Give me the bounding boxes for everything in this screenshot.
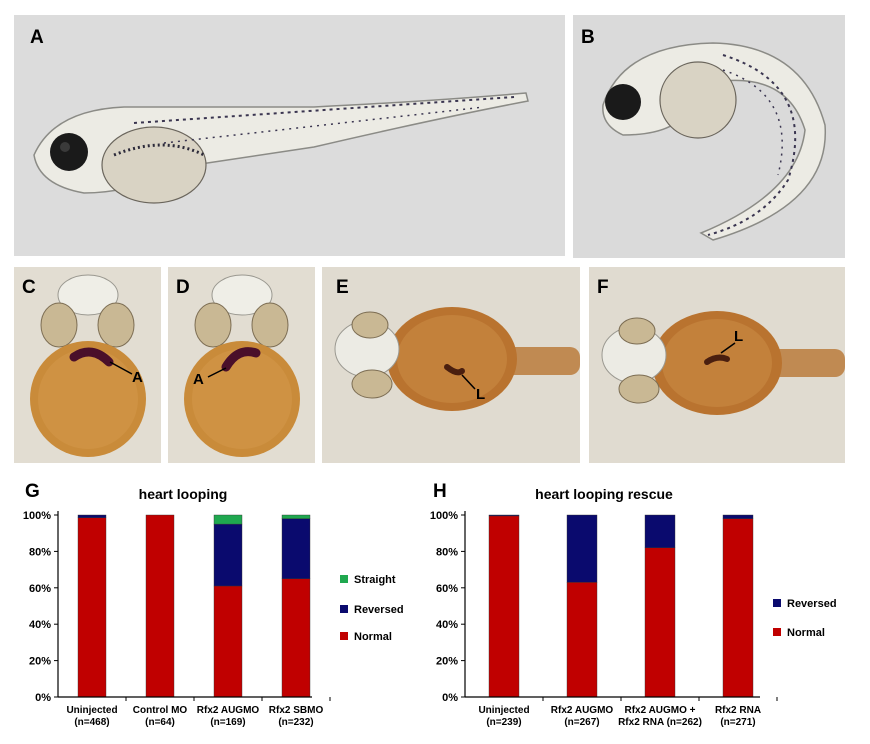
- chart-h-bar-reversed: [644, 514, 676, 548]
- chart-g-ytick-label: 80%: [29, 546, 51, 558]
- chart-h-bar-reversed: [566, 514, 598, 583]
- panel-c-annotation: A: [132, 369, 143, 386]
- chart-g-xtick-label: (n=468): [74, 717, 109, 728]
- charts-svg: heart looping 0% 20% 40% 60% 80% 100% Uninjecte…: [23, 486, 837, 728]
- chart-g-xtick-label: (n=64): [145, 717, 175, 728]
- chart-h-legend-swatch-normal: [773, 628, 781, 636]
- chart-g-ytick-label: 100%: [23, 510, 51, 522]
- panel-d-label: D: [176, 277, 190, 298]
- chart-h-bar-normal: [488, 515, 520, 698]
- panel-c-label: C: [22, 277, 36, 298]
- panel-a-label: A: [30, 27, 44, 48]
- chart-g-legend-swatch-normal: [340, 632, 348, 640]
- chart-g-legend-swatch-straight: [340, 575, 348, 583]
- chart-h-bar-reversed: [488, 514, 520, 517]
- chart-g-xtick-label: Control MO: [133, 705, 188, 716]
- panel-c-photo: A: [14, 267, 161, 463]
- chart-h-xtick-label: Uninjected: [478, 705, 529, 716]
- chart-g-legend-label-reversed: Reversed: [354, 604, 404, 616]
- panel-e-annotation: L: [476, 386, 485, 403]
- chart-g-xtick-label: Rfx2 SBMO: [269, 705, 324, 716]
- chart-g-legend-label-normal: Normal: [354, 631, 392, 643]
- chart-h-xtick-label: Rfx2 AUGMO +: [624, 705, 695, 716]
- chart-h-bar-normal: [722, 518, 754, 698]
- chart-g-xtick-label: (n=169): [210, 717, 245, 728]
- chart-h-bar-normal: [566, 582, 598, 698]
- chart-g-title: heart looping: [139, 486, 228, 502]
- panel-f-photo: L: [589, 267, 845, 463]
- chart-g-bar-reversed: [77, 514, 107, 518]
- chart-h-ytick-label: 80%: [436, 546, 458, 558]
- chart-h-xtick-label: (n=271): [720, 717, 755, 728]
- chart-g-legend-swatch-reversed: [340, 605, 348, 613]
- chart-g-bar-normal: [281, 578, 311, 698]
- chart-g-xtick-label: Rfx2 AUGMO: [197, 705, 260, 716]
- panel-d-photo: A: [168, 267, 315, 463]
- chart-h-ytick-label: 100%: [430, 510, 458, 522]
- panel-a-photo: [14, 15, 565, 256]
- chart-h-ytick-label: 0%: [442, 692, 458, 704]
- chart-g-ytick-label: 0%: [35, 692, 51, 704]
- chart-g-ytick-label: 20%: [29, 656, 51, 668]
- chart-g-bar-reversed: [213, 523, 243, 587]
- panel-e-label: E: [336, 277, 349, 298]
- chart-g-legend-label-straight: Straight: [354, 574, 396, 586]
- chart-g-bar-normal: [213, 585, 243, 698]
- chart-g-xtick-label: (n=232): [278, 717, 313, 728]
- chart-g-bar-reversed: [281, 518, 311, 579]
- chart-h-bar-normal: [644, 547, 676, 698]
- chart-g-xtick-label: Uninjected: [66, 705, 117, 716]
- chart-h-xtick-label: Rfx2 RNA (n=262): [618, 717, 702, 728]
- chart-h-ytick-label: 40%: [436, 619, 458, 631]
- chart-h-xtick-label: (n=239): [486, 717, 521, 728]
- panel-h-label: H: [433, 481, 447, 502]
- chart-h-legend-label-reversed: Reversed: [787, 598, 837, 610]
- chart-h-ytick-label: 20%: [436, 656, 458, 668]
- panel-e-photo: L: [322, 267, 580, 463]
- chart-h-xtick-label: Rfx2 RNA: [715, 705, 761, 716]
- chart-h-bar-reversed: [722, 514, 754, 519]
- chart-h-title: heart looping rescue: [535, 486, 673, 502]
- chart-g-ytick-label: 40%: [29, 619, 51, 631]
- chart-h-xtick-label: Rfx2 AUGMO: [551, 705, 614, 716]
- panel-f-label: F: [597, 277, 609, 298]
- chart-h-ytick-label: 60%: [436, 583, 458, 595]
- panel-g-label: G: [25, 481, 40, 502]
- chart-g-bar-normal: [145, 514, 175, 698]
- chart-g-bar-normal: [77, 517, 107, 698]
- panel-f-annotation: L: [734, 328, 743, 345]
- chart-h-legend-swatch-reversed: [773, 599, 781, 607]
- panel-d-annotation: A: [193, 371, 204, 388]
- chart-g-ytick-label: 60%: [29, 583, 51, 595]
- panel-b-label: B: [581, 27, 595, 48]
- chart-h-legend-label-normal: Normal: [787, 627, 825, 639]
- chart-h-xtick-label: (n=267): [564, 717, 599, 728]
- chart-g-bar-straight: [281, 514, 311, 519]
- chart-g-bar-straight: [213, 514, 243, 525]
- panel-b-photo: [573, 15, 845, 258]
